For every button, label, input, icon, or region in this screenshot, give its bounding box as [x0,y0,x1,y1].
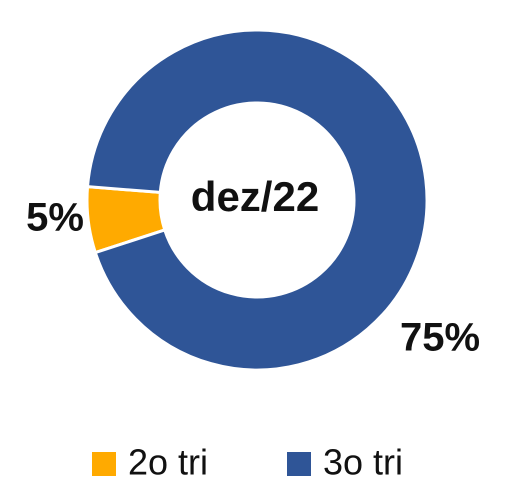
data-label: 75% [400,316,480,360]
slice [85,28,429,372]
legend-label: 3o tri [323,442,403,483]
data-label: 5% [26,196,84,240]
legend-swatch [92,452,116,476]
legend-swatch [287,452,311,476]
slices [85,28,429,372]
chart-title: dez/22 [191,173,319,220]
legend-label: 2o tri [128,442,208,483]
